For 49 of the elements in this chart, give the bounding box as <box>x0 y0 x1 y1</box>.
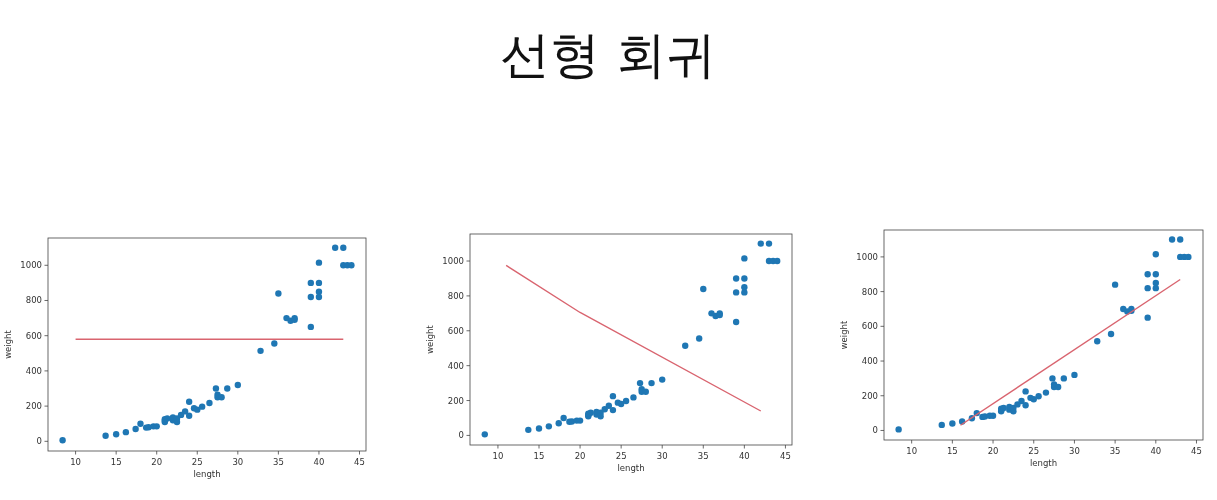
y-axis-title: weight <box>3 329 13 359</box>
x-axis-title: length <box>193 469 221 479</box>
y-tick-label: 200 <box>861 390 878 401</box>
y-tick-label: 400 <box>447 360 464 371</box>
y-tick-label: 800 <box>447 290 464 301</box>
x-tick-label: 35 <box>1109 446 1121 456</box>
y-tick-label: 400 <box>861 356 878 367</box>
x-tick-label: 40 <box>738 451 750 461</box>
x-tick-label: 35 <box>272 457 284 467</box>
x-tick-label: 30 <box>656 451 668 461</box>
x-tick-label: 35 <box>697 451 709 461</box>
x-tick-label: 10 <box>906 446 918 456</box>
y-axis-title: weight <box>425 324 435 354</box>
y-tick-label: 200 <box>25 401 42 412</box>
x-tick-label: 40 <box>313 457 325 467</box>
x-tick-label: 15 <box>533 451 545 461</box>
y-tick-label: 600 <box>861 321 878 332</box>
x-tick-label: 40 <box>1150 446 1162 456</box>
x-tick-label: 10 <box>70 457 81 467</box>
x-tick-label: 25 <box>615 451 627 461</box>
y-tick-label: 800 <box>861 286 878 297</box>
x-tick-label: 30 <box>1069 446 1080 456</box>
x-tick-label: 45 <box>780 451 791 461</box>
y-tick-label: 800 <box>25 295 42 306</box>
y-tick-label: 0 <box>872 425 878 436</box>
x-tick-label: 10 <box>492 451 504 461</box>
y-tick-label: 600 <box>25 330 42 341</box>
x-tick-label: 20 <box>987 446 999 456</box>
y-tick-label: 200 <box>447 395 464 406</box>
x-tick-label: 20 <box>574 451 586 461</box>
chart-title: 선형 회귀 <box>500 26 716 84</box>
x-axis-title: length <box>1029 458 1058 468</box>
y-tick-label: 0 <box>36 436 42 447</box>
x-tick-label: 45 <box>1191 446 1202 456</box>
x-tick-label: 25 <box>1028 446 1040 456</box>
y-tick-label: 1000 <box>856 251 878 262</box>
y-tick-label: 600 <box>447 325 464 336</box>
y-tick-label: 1000 <box>442 256 464 267</box>
y-tick-label: 0 <box>458 430 464 441</box>
x-tick-label: 45 <box>354 457 365 467</box>
y-tick-label: 1000 <box>20 260 42 271</box>
y-axis-title: weight <box>839 320 849 350</box>
x-tick-label: 25 <box>191 457 203 467</box>
x-tick-label: 15 <box>946 446 958 456</box>
x-tick-label: 30 <box>232 457 244 467</box>
x-tick-label: 15 <box>110 457 122 467</box>
x-tick-label: 20 <box>151 457 163 467</box>
y-tick-label: 400 <box>25 365 42 376</box>
x-axis-title: length <box>617 463 645 473</box>
